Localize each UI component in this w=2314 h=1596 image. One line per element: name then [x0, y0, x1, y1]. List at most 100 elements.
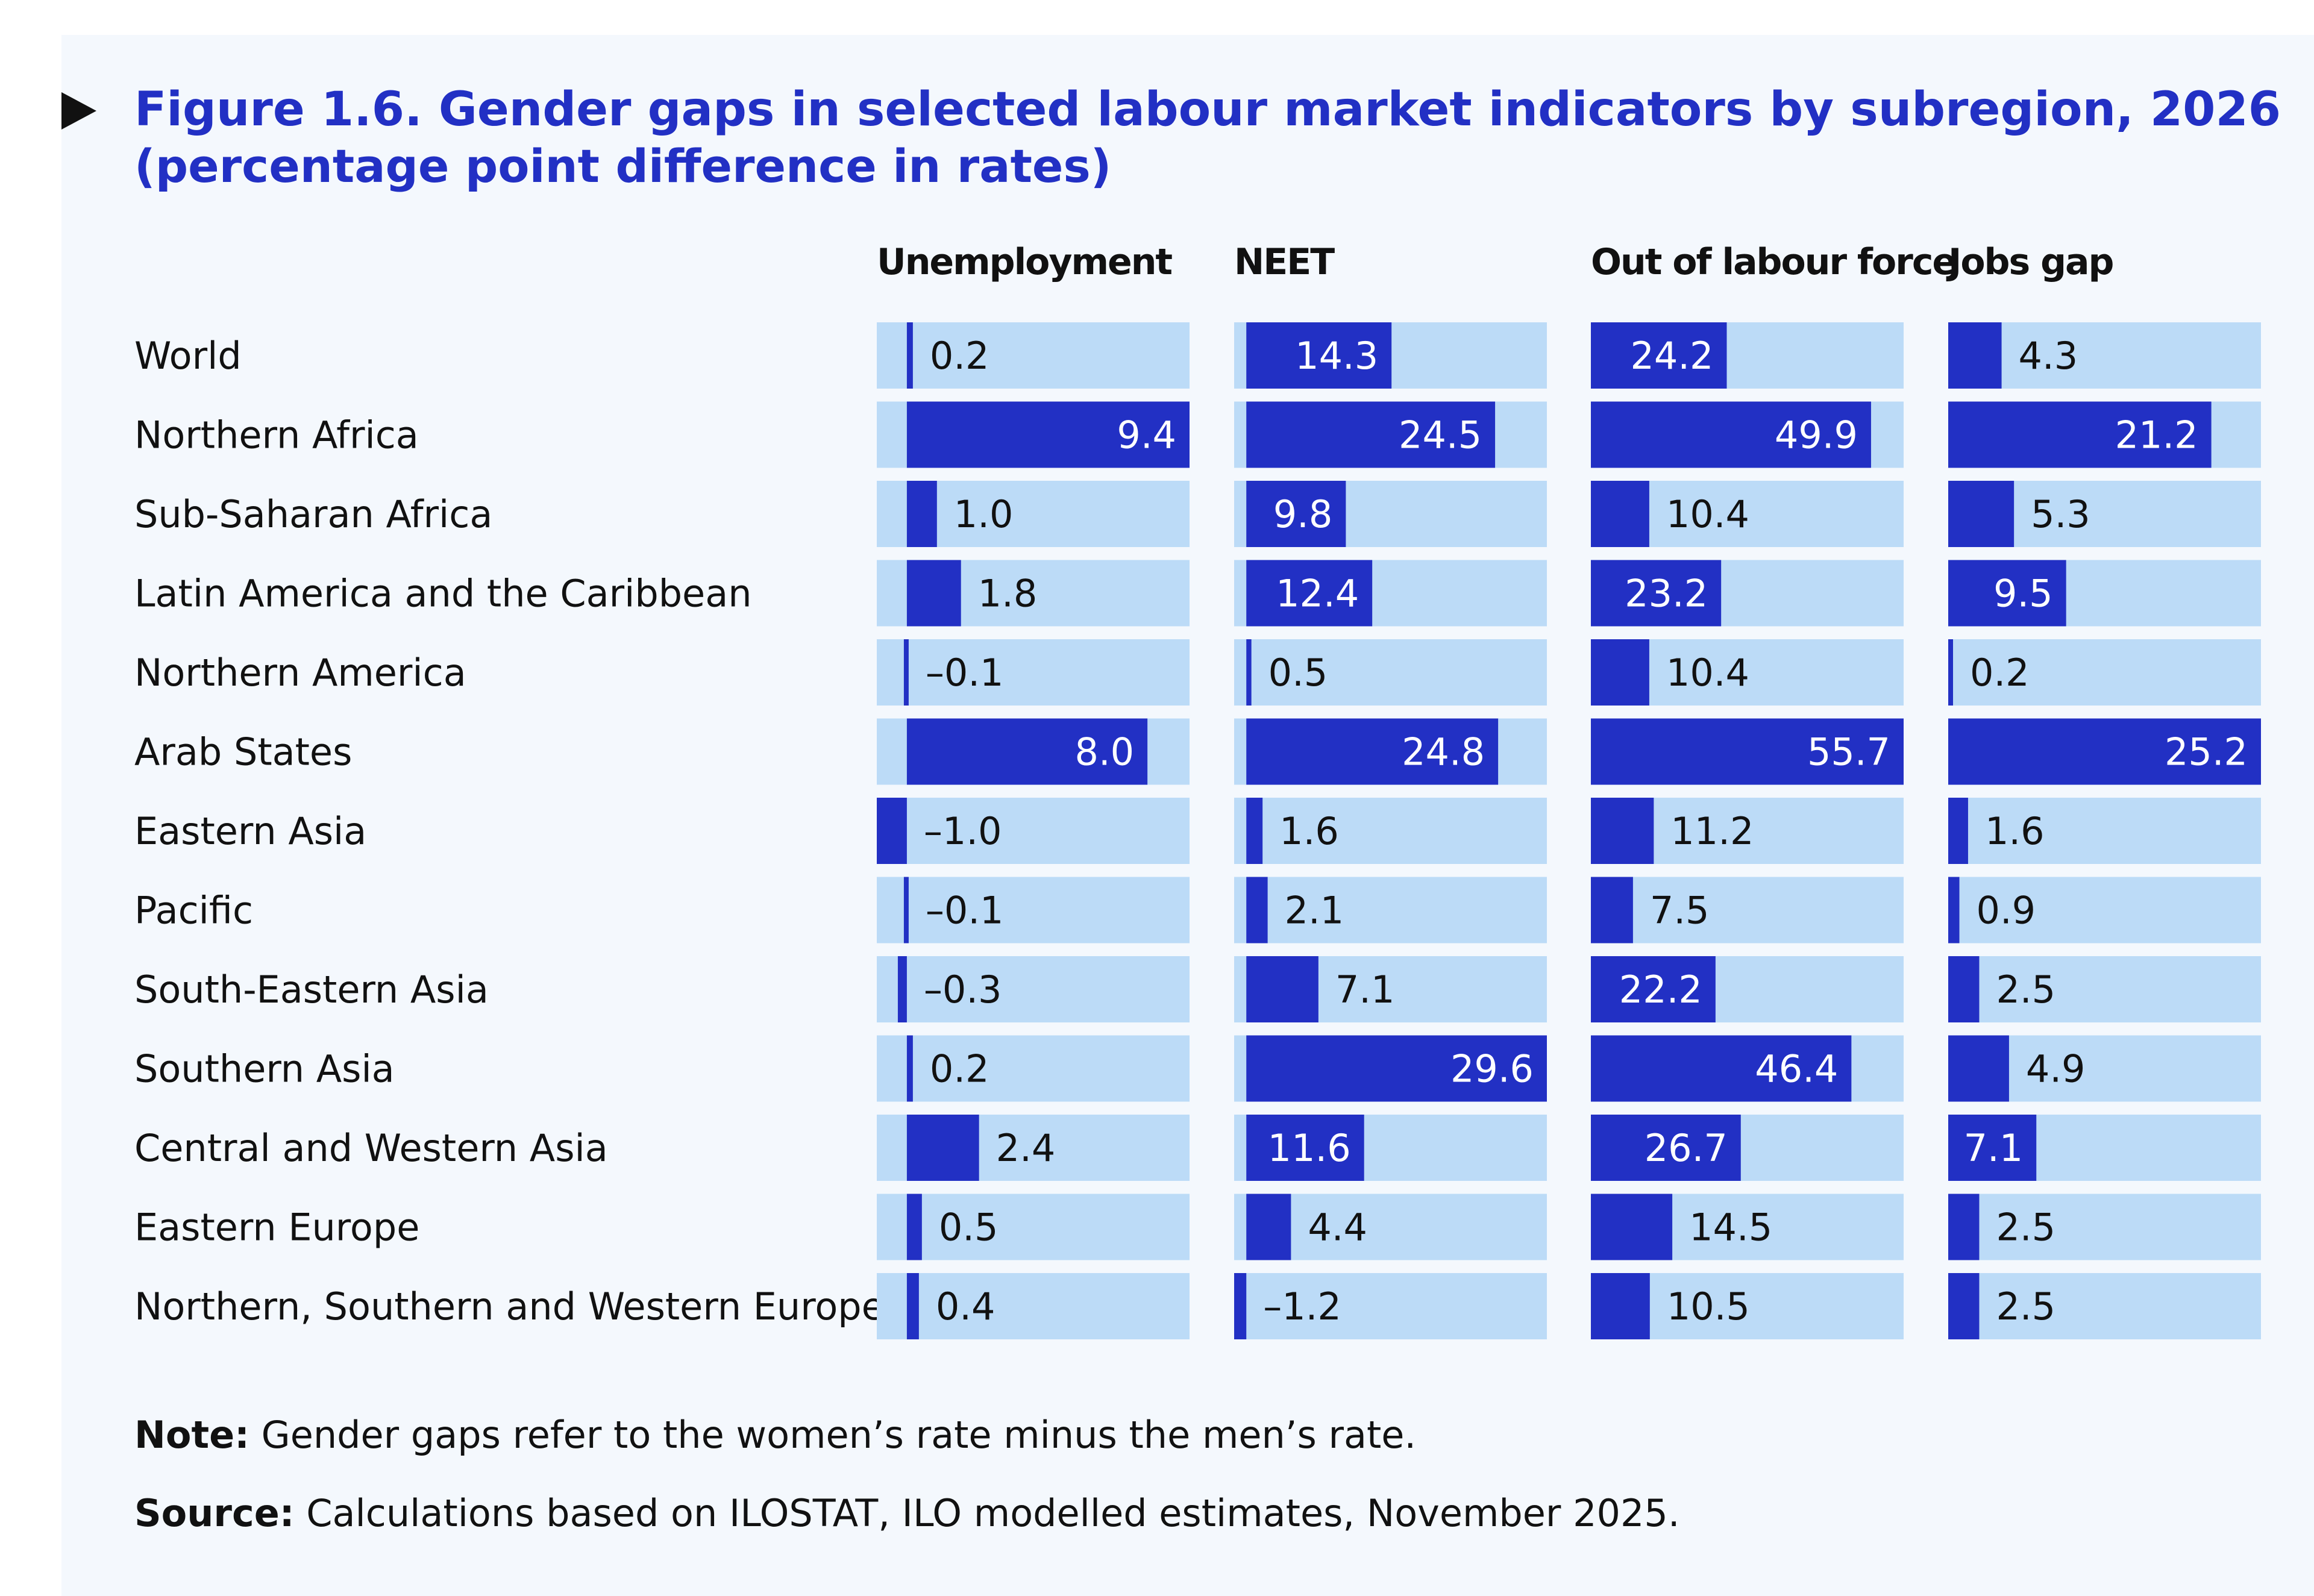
data-label-jobs-gap: 5.3	[2031, 492, 2090, 536]
bar-neet-pacific	[1246, 877, 1268, 944]
panel-header-jobs-gap: Jobs gap	[1946, 241, 2113, 283]
data-label-out-of-labour-force: 10.4	[1666, 492, 1749, 536]
data-label-out-of-labour-force: 10.4	[1666, 651, 1749, 695]
bar-unemployment-latin-america-and-the-caribbean	[906, 560, 961, 627]
data-label-neet: –1.2	[1263, 1285, 1341, 1328]
data-label-neet: 7.1	[1335, 968, 1395, 1012]
data-label-unemployment: –0.3	[924, 968, 1002, 1012]
bar-neet-latin-america-and-the-caribbean	[1246, 560, 1373, 627]
data-label-unemployment: 0.2	[930, 1047, 989, 1091]
data-label-neet: 24.5	[1399, 413, 1482, 457]
bar-track-neet	[1234, 639, 1547, 706]
category-label-central-and-western-asia: Central and Western Asia	[134, 1126, 608, 1170]
bar-jobs-gap-world	[1948, 322, 2002, 389]
bar-jobs-gap-latin-america-and-the-caribbean	[1948, 560, 2066, 627]
data-label-jobs-gap: 9.5	[1993, 572, 2053, 616]
bar-unemployment-northern-africa	[906, 401, 1190, 468]
bar-neet-world	[1246, 322, 1392, 389]
bar-track-unemployment	[877, 1273, 1190, 1339]
bar-unemployment-northern-america	[903, 639, 909, 706]
data-label-unemployment: 0.4	[936, 1285, 996, 1328]
bar-out-of-labour-force-arab-states	[1591, 718, 1904, 785]
bar-unemployment-eastern-asia	[877, 798, 907, 864]
bar-jobs-gap-eastern-asia	[1948, 798, 1968, 864]
data-label-out-of-labour-force: 49.9	[1775, 413, 1858, 457]
data-label-neet: 14.3	[1295, 334, 1378, 378]
data-label-unemployment: –1.0	[924, 809, 1002, 853]
bar-jobs-gap-northern-america	[1948, 639, 1953, 706]
bar-neet-central-and-western-asia	[1246, 1115, 1364, 1181]
data-label-jobs-gap: 2.5	[1996, 1206, 2055, 1250]
bar-track-neet	[1234, 1273, 1547, 1339]
chart-note: Note: Gender gaps refer to the women’s r…	[134, 1411, 1416, 1459]
category-label-eastern-asia: Eastern Asia	[134, 809, 366, 853]
category-label-northern-america: Northern America	[134, 651, 466, 695]
bar-jobs-gap-pacific	[1948, 877, 1960, 944]
bar-track-neet	[1234, 798, 1547, 864]
bar-jobs-gap-northern-southern-and-western-europe	[1948, 1273, 1980, 1339]
data-label-jobs-gap: 25.2	[2165, 730, 2248, 774]
bar-track-unemployment	[877, 1035, 1190, 1102]
bar-track-jobs-gap	[1948, 956, 2261, 1022]
data-label-out-of-labour-force: 14.5	[1689, 1206, 1772, 1250]
bar-neet-northern-southern-and-western-europe	[1234, 1273, 1247, 1339]
note-text: Gender gaps refer to the women’s rate mi…	[249, 1413, 1417, 1457]
play-marker-icon	[61, 92, 96, 130]
panel-header-out-of-labour-force: Out of labour force	[1591, 241, 1955, 283]
data-label-jobs-gap: 0.9	[1977, 889, 2036, 933]
bar-track-unemployment	[877, 639, 1190, 706]
bar-neet-arab-states	[1246, 718, 1499, 785]
category-label-northern-africa: Northern Africa	[134, 413, 419, 457]
data-label-unemployment: 9.4	[1117, 413, 1176, 457]
bar-neet-northern-america	[1246, 639, 1252, 706]
source-text: Calculations based on ILOSTAT, ILO model…	[294, 1491, 1680, 1535]
data-label-unemployment: –0.1	[926, 651, 1004, 695]
bar-jobs-gap-northern-africa	[1948, 401, 2212, 468]
data-label-neet: 29.6	[1450, 1047, 1534, 1091]
category-label-latin-america-and-the-caribbean: Latin America and the Caribbean	[134, 572, 751, 616]
bar-track-unemployment	[877, 322, 1190, 389]
data-label-jobs-gap: 4.3	[2019, 334, 2078, 378]
category-label-northern-southern-and-western-europe: Northern, Southern and Western Europe	[134, 1285, 885, 1328]
bar-jobs-gap-sub-saharan-africa	[1948, 481, 2015, 547]
data-label-out-of-labour-force: 22.2	[1619, 968, 1702, 1012]
data-label-neet: 2.1	[1285, 889, 1344, 933]
category-label-southern-asia: Southern Asia	[134, 1047, 395, 1091]
bar-track-unemployment	[877, 956, 1190, 1022]
data-label-neet: 24.8	[1402, 730, 1485, 774]
bar-jobs-gap-south-eastern-asia	[1948, 956, 1980, 1022]
bar-out-of-labour-force-central-and-western-asia	[1591, 1115, 1741, 1181]
bar-unemployment-south-eastern-asia	[897, 956, 907, 1022]
data-label-neet: 11.6	[1268, 1126, 1351, 1170]
data-label-jobs-gap: 2.5	[1996, 968, 2055, 1012]
bar-unemployment-world	[906, 322, 913, 389]
bar-out-of-labour-force-pacific	[1591, 877, 1633, 944]
data-label-unemployment: 1.8	[978, 572, 1038, 616]
bar-track-jobs-gap	[1948, 877, 2261, 944]
figure-subtitle: (percentage point difference in rates)	[134, 139, 1112, 193]
chart-area: World Northern Africa Sub-Saharan Africa La…	[134, 241, 2261, 1339]
bar-out-of-labour-force-south-eastern-asia	[1591, 956, 1716, 1022]
bar-track-jobs-gap	[1948, 798, 2261, 864]
data-label-unemployment: –0.1	[926, 889, 1004, 933]
bar-track-jobs-gap	[1948, 639, 2261, 706]
data-label-out-of-labour-force: 26.7	[1645, 1126, 1728, 1170]
bar-track-jobs-gap	[1948, 1194, 2261, 1260]
note-label: Note:	[134, 1413, 249, 1457]
bar-neet-sub-saharan-africa	[1246, 481, 1346, 547]
data-label-jobs-gap: 2.5	[1996, 1285, 2055, 1328]
bar-track-unemployment	[877, 1194, 1190, 1260]
data-label-jobs-gap: 4.9	[2026, 1047, 2086, 1091]
data-label-unemployment: 0.2	[930, 334, 989, 378]
bar-out-of-labour-force-northern-southern-and-western-europe	[1591, 1273, 1650, 1339]
data-label-neet: 0.5	[1268, 651, 1328, 695]
category-label-sub-saharan-africa: Sub-Saharan Africa	[134, 492, 492, 536]
data-label-neet: 1.6	[1279, 809, 1339, 853]
bar-jobs-gap-arab-states	[1948, 718, 2261, 785]
category-label-arab-states: Arab States	[134, 730, 352, 774]
bar-track-out-of-labour-force	[1591, 877, 1904, 944]
data-label-jobs-gap: 1.6	[1985, 809, 2045, 853]
data-label-out-of-labour-force: 23.2	[1625, 572, 1708, 616]
panel-header-unemployment: Unemployment	[877, 241, 1172, 283]
data-label-out-of-labour-force: 7.5	[1650, 889, 1710, 933]
